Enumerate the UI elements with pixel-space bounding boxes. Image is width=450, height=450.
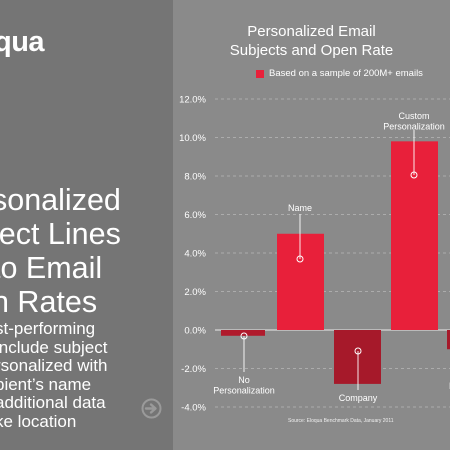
chart-legend: Based on a sample of 200M+ emails xyxy=(256,68,423,79)
y-tick-label: 10.0% xyxy=(179,133,206,144)
chart-panel: Personalized Email Subjects and Open Rat… xyxy=(173,0,450,450)
chart-source: Source: Eloqua Benchmark Data, January 2… xyxy=(288,418,394,424)
y-tick-label: 12.0% xyxy=(179,95,206,106)
y-tick-label: 0.0% xyxy=(184,326,206,337)
category-label: Name xyxy=(288,203,312,213)
arrow-right-circle-icon[interactable] xyxy=(141,398,162,419)
category-label: Custom Personalization xyxy=(383,111,445,132)
y-tick-label: 8.0% xyxy=(184,172,206,183)
category-label: No Personalization xyxy=(213,375,275,396)
y-tick-label: 6.0% xyxy=(184,210,206,221)
y-tick-label: -4.0% xyxy=(181,403,206,414)
chart-plot: 12.0% 10.0% 8.0% 6.0% 4.0% 2.0% 0.0% -2.0% -4.0%… xyxy=(179,95,450,414)
callout-marker xyxy=(296,255,304,263)
bar xyxy=(447,330,450,350)
callout-marker xyxy=(354,347,362,355)
brand-logo: qua xyxy=(0,26,45,58)
y-tick-label: 2.0% xyxy=(184,287,206,298)
headline: sonalized ject Lines to Email n Rates xyxy=(0,183,121,319)
callout-marker xyxy=(410,171,418,179)
chart-title-line-2: Subjects and Open Rate xyxy=(229,42,394,59)
callout-marker xyxy=(240,332,248,340)
left-panel: qua sonalized ject Lines to Email n Rate… xyxy=(0,0,173,450)
bar xyxy=(391,141,438,330)
chart-title-line-1: Personalized Email xyxy=(247,23,376,40)
legend-label: Based on a sample of 200M+ emails xyxy=(269,68,423,79)
subtext: st-performing include subject rsonalized… xyxy=(0,319,108,431)
legend-swatch xyxy=(256,69,264,78)
y-tick-label: 4.0% xyxy=(184,249,206,260)
bar xyxy=(277,233,324,330)
bar xyxy=(334,330,381,384)
category-label: Company xyxy=(339,393,378,403)
y-tick-label: -2.0% xyxy=(181,364,206,375)
